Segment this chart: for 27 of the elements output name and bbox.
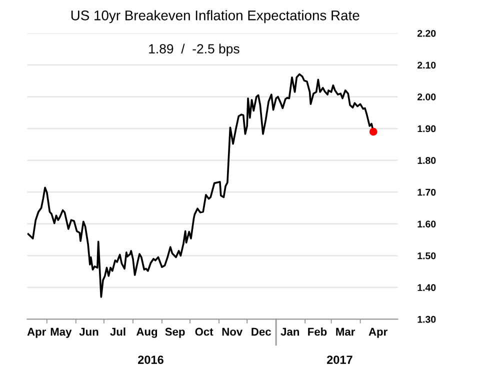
y-tick-label: 1.50 bbox=[418, 252, 436, 260]
y-tick-label: 1.30 bbox=[418, 316, 436, 323]
x-tick-label: Feb bbox=[308, 328, 327, 336]
y-tick-label: 2.00 bbox=[417, 93, 436, 100]
x2-tick-label: 2017 bbox=[326, 356, 352, 364]
y-tick-label: 1.60 bbox=[418, 220, 436, 228]
x-tick-label: Jun bbox=[79, 328, 98, 336]
y-tick-label: 1.80 bbox=[418, 157, 436, 164]
x-tick-label: Jan bbox=[280, 328, 299, 336]
x-tick-label: Apr bbox=[368, 328, 388, 338]
x2-tick-label: 2016 bbox=[138, 356, 164, 364]
x-tick-label: Dec bbox=[252, 328, 271, 336]
x-tick-label: Jul bbox=[110, 328, 126, 336]
x-tick-label: Apr bbox=[27, 328, 46, 338]
y-tick-label: 1.70 bbox=[418, 188, 436, 196]
x-tick-label: Nov bbox=[222, 328, 243, 336]
x-tick-label: May bbox=[50, 328, 72, 338]
x-tick-label: Aug bbox=[136, 328, 158, 338]
chart-title: US 10yr Breakeven Inflation Expectations Rate bbox=[71, 10, 360, 24]
y-tick-label: 2.10 bbox=[417, 62, 436, 69]
x-tick-label: Oct bbox=[195, 328, 214, 336]
x-tick-label: Mar bbox=[336, 328, 356, 336]
y-tick-label: 2.20 bbox=[417, 30, 436, 37]
y-tick-label: 1.90 bbox=[418, 125, 436, 132]
y-tick-label: 1.40 bbox=[418, 284, 436, 292]
text: 1.89 / -2.5 bps bbox=[149, 44, 240, 56]
x-tick-label: Sep bbox=[165, 328, 185, 338]
